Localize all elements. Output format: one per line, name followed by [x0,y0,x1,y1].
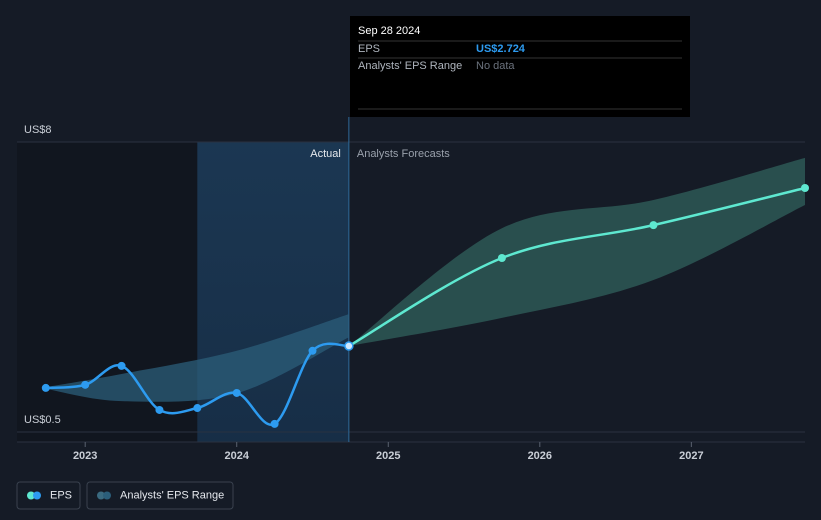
eps-line-point [270,419,279,428]
tooltip-date: Sep 28 2024 [358,25,420,37]
eps-line-point [155,405,164,414]
eps-line-point [41,383,50,392]
x-tick-label: 2024 [224,450,249,462]
forecast-line-point [801,184,809,193]
legend-label: Analysts' EPS Range [120,489,224,501]
eps-line-point [81,380,90,389]
actual-label: Actual [310,148,341,160]
tooltip-value: No data [476,60,515,72]
forecast-line-point [497,254,506,262]
tooltip-label: Analysts' EPS Range [358,60,462,72]
legend-swatch [97,491,105,500]
legend-swatch [27,491,35,500]
forecast-line-point [649,221,658,230]
eps-line-point [308,346,317,355]
past-range-area [45,314,349,402]
legend-label: EPS [50,489,72,501]
forecast-label: Analysts Forecasts [357,148,450,160]
x-tick-label: 2023 [73,450,97,462]
y-tick-label: US$8 [24,124,52,136]
y-tick-label: US$0.5 [24,414,61,426]
forecast-range-area [348,157,805,347]
legend-swatch [33,491,41,500]
eps-line-point [117,361,126,370]
tooltip-value: US$2.724 [476,43,526,55]
tooltip-label: EPS [358,43,380,55]
x-tick-label: 2025 [376,450,400,462]
x-tick-label: 2026 [528,450,552,462]
x-tick-label: 2027 [679,450,703,462]
tooltip [350,16,690,117]
forecast-line [348,186,806,348]
eps-line-point [193,404,202,413]
hover-point [344,341,354,351]
legend-swatch [103,491,111,500]
legend-item[interactable] [86,481,234,510]
legend-item[interactable] [16,481,81,510]
eps-line-point [232,388,241,397]
